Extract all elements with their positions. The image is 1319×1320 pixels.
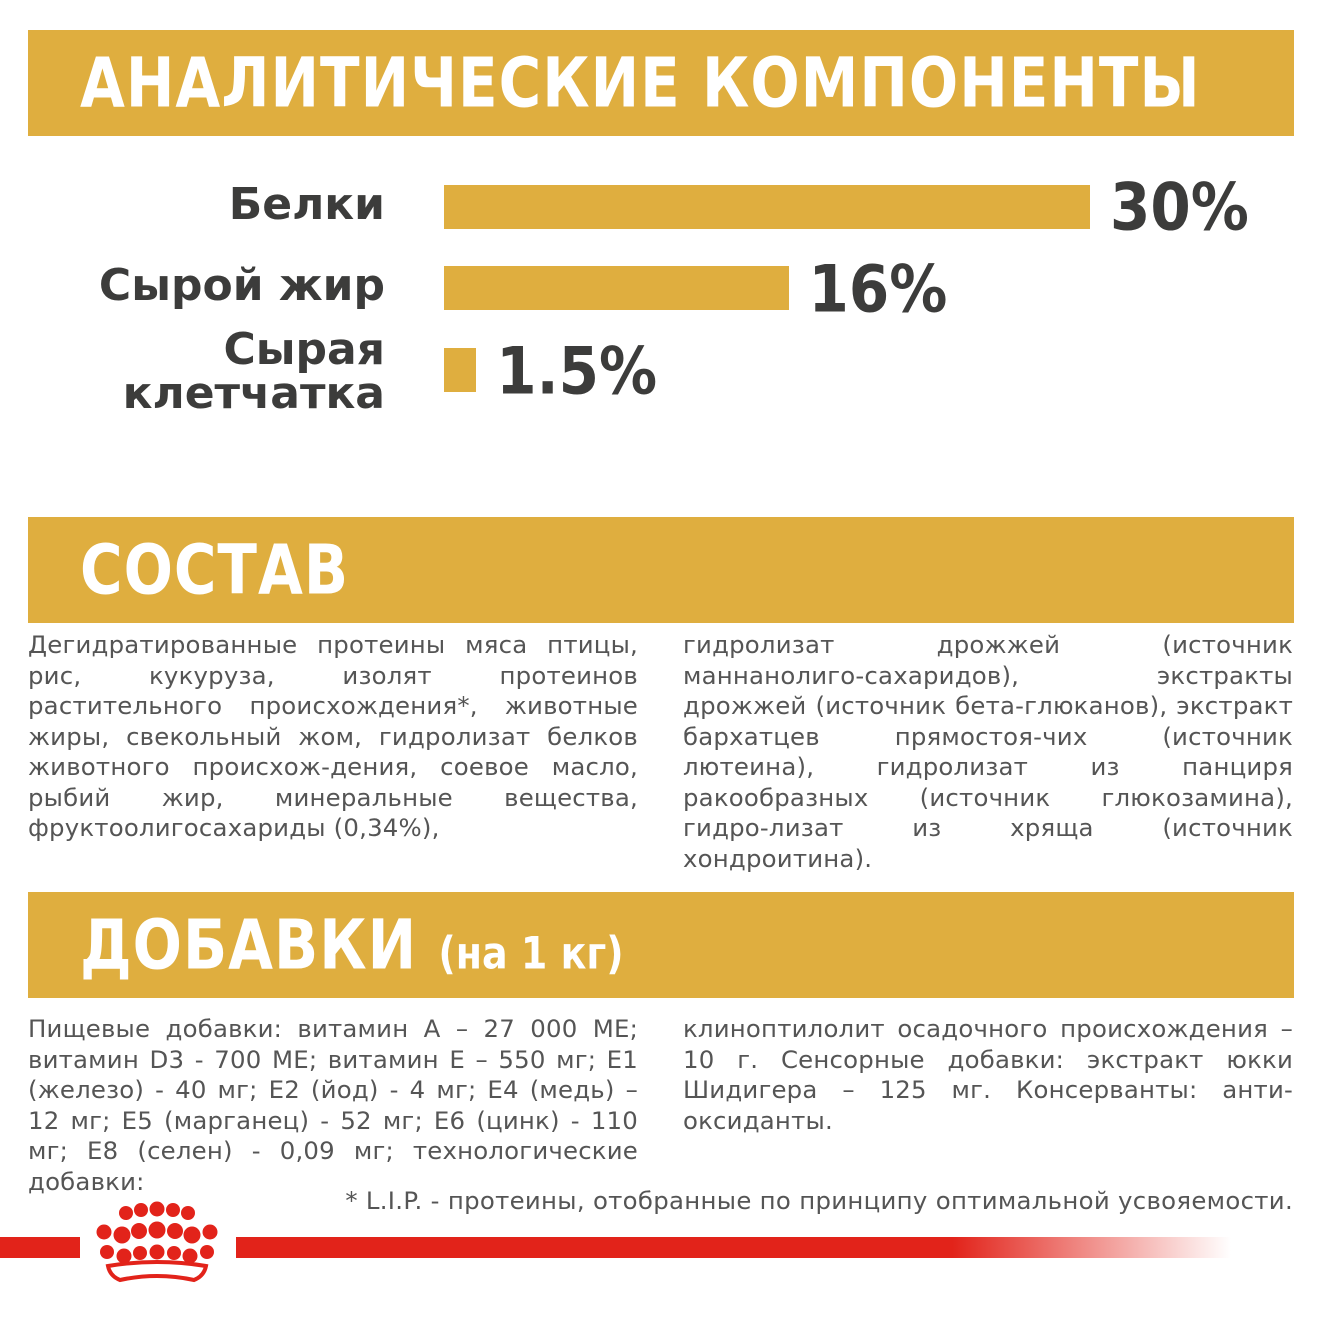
nutrient-label-protein: Белки	[228, 179, 385, 230]
additives-title-main: ДОБАВКИ	[80, 904, 418, 986]
analytical-header: АНАЛИТИЧЕСКИЕ КОМПОНЕНТЫ	[28, 30, 1294, 136]
nutrient-label-fat: Сырой жир	[98, 260, 385, 311]
nutrient-value-fat: 16%	[808, 250, 948, 328]
additives-header: ДОБАВКИ (на 1 кг)	[28, 892, 1294, 998]
additives-text-right: клиноптилолит осадочного происхождения –…	[683, 1014, 1293, 1135]
nutrient-value-protein: 30%	[1110, 168, 1249, 246]
additives-title: ДОБАВКИ (на 1 кг)	[80, 911, 624, 979]
additives-text-left: Пищевые добавки: витамин А – 27 000 МЕ; …	[28, 1014, 638, 1196]
crown-logo-icon	[96, 1201, 218, 1283]
composition-title: СОСТАВ	[80, 529, 350, 611]
footnote: * L.I.P. - протеины, отобранные по принц…	[345, 1186, 1293, 1215]
composition-text-right: гидролизат дрожжей (источник маннанолиго…	[683, 630, 1293, 873]
composition-header: СОСТАВ	[28, 517, 1294, 623]
nutrient-label-fiber: Сырая клетчатка	[123, 328, 385, 416]
nutrient-value-fiber: 1.5%	[496, 332, 658, 410]
composition-text-left: Дегидратированные протеины мяса птицы, р…	[28, 630, 638, 842]
nutrient-label-fiber-line2: клетчатка	[122, 368, 385, 419]
nutrient-label-fiber-line1: Сырая	[223, 324, 385, 375]
brand-stripe-right	[236, 1237, 1231, 1258]
additives-title-suffix: (на 1 кг)	[438, 927, 624, 980]
nutrient-bar-fiber	[444, 348, 477, 392]
nutrient-bar-protein	[444, 185, 1090, 229]
analytical-title: АНАЛИТИЧЕСКИЕ КОМПОНЕНТЫ	[80, 42, 1201, 124]
brand-stripe-left	[0, 1237, 80, 1258]
nutrient-bar-fat	[444, 266, 789, 310]
